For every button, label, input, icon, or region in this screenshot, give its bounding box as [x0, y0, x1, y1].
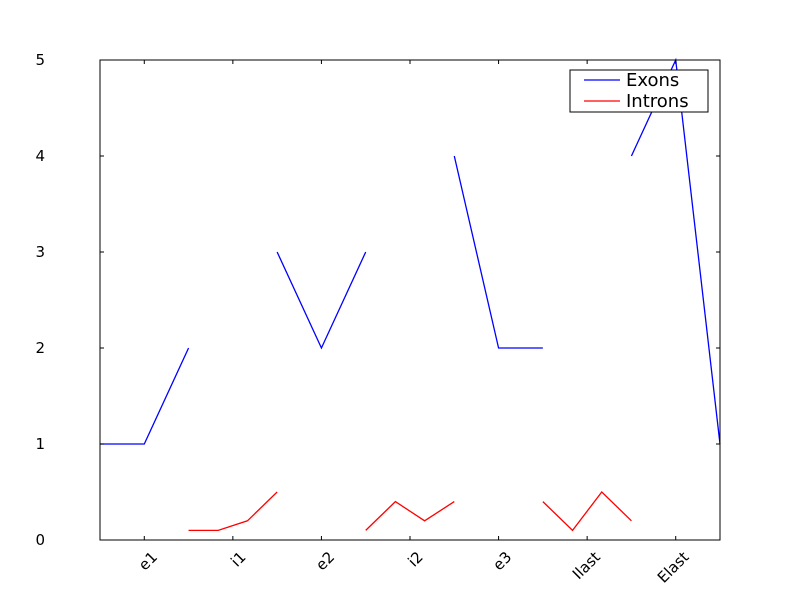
exons-line-segment-3	[453, 155, 543, 349]
y-tick-label: 4	[35, 147, 45, 165]
legend-box	[569, 69, 709, 113]
y-tick-label: 2	[35, 339, 45, 357]
legend-label-introns: Introns	[626, 91, 689, 112]
y-tick-label: 1	[35, 435, 45, 453]
y-tick-label: 3	[35, 243, 45, 261]
y-tick-label: 5	[35, 51, 45, 69]
legend-label-exons: Exons	[626, 70, 679, 91]
y-tick-label: 0	[35, 531, 45, 549]
introns-line-segment-1	[188, 491, 278, 532]
exons-line-segment-2	[276, 251, 367, 350]
series-introns	[188, 491, 632, 532]
introns-line-segment-3	[542, 491, 632, 532]
introns-line-segment-2	[365, 500, 455, 531]
exons-line-segment-1	[100, 347, 190, 445]
